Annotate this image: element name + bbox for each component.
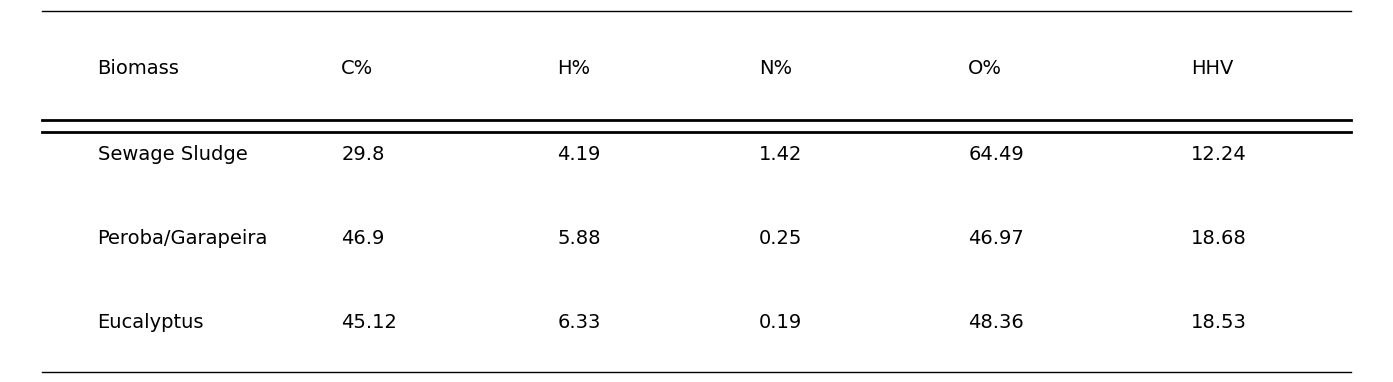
Text: 18.68: 18.68 <box>1191 229 1247 248</box>
Text: 12.24: 12.24 <box>1191 145 1247 164</box>
Text: Biomass: Biomass <box>98 59 180 78</box>
Text: 4.19: 4.19 <box>557 145 600 164</box>
Text: 6.33: 6.33 <box>557 313 600 332</box>
Text: 1.42: 1.42 <box>759 145 802 164</box>
Text: 0.19: 0.19 <box>759 313 802 332</box>
Text: 0.25: 0.25 <box>759 229 802 248</box>
Text: 29.8: 29.8 <box>341 145 384 164</box>
Text: C%: C% <box>341 59 373 78</box>
Text: 45.12: 45.12 <box>341 313 397 332</box>
Text: 18.53: 18.53 <box>1191 313 1247 332</box>
Text: Sewage Sludge: Sewage Sludge <box>98 145 248 164</box>
Text: HHV: HHV <box>1191 59 1233 78</box>
Text: Peroba/Garapeira: Peroba/Garapeira <box>98 229 267 248</box>
Text: H%: H% <box>557 59 591 78</box>
Text: 46.9: 46.9 <box>341 229 384 248</box>
Text: 64.49: 64.49 <box>968 145 1024 164</box>
Text: 5.88: 5.88 <box>557 229 600 248</box>
Text: 48.36: 48.36 <box>968 313 1024 332</box>
Text: N%: N% <box>759 59 793 78</box>
Text: Eucalyptus: Eucalyptus <box>98 313 203 332</box>
Text: O%: O% <box>968 59 1002 78</box>
Text: 46.97: 46.97 <box>968 229 1024 248</box>
